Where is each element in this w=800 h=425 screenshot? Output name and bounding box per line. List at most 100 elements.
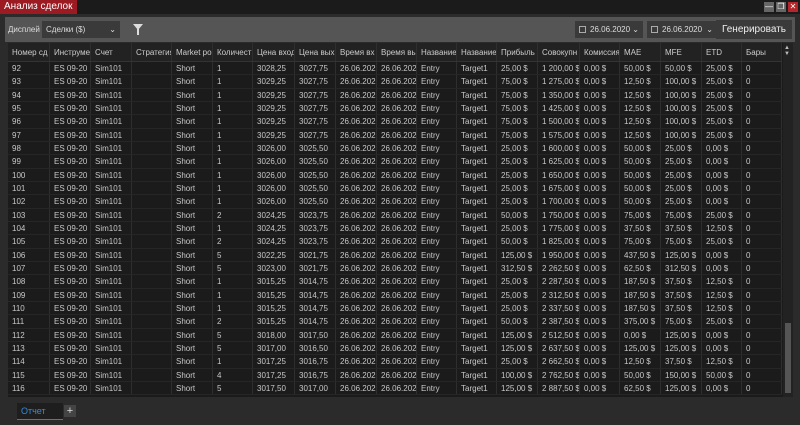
table-row[interactable]: 109 ES 09-20 Sim101 Short 1 3015,25 3014,75 26.… bbox=[8, 288, 782, 302]
column-header[interactable]: Время вх bbox=[336, 43, 377, 61]
generate-button[interactable]: Генерировать bbox=[716, 20, 792, 39]
table-row[interactable]: 94 ES 09-20 Sim101 Short 1 3029,25 3027,75 26.0… bbox=[8, 88, 782, 102]
table-row[interactable]: 116 ES 09-20 Sim101 Short 5 3017,50 3017,00 26.… bbox=[8, 381, 782, 396]
from-date-picker[interactable]: 26.06.2020 ⌄ bbox=[575, 21, 643, 38]
scrollbar-thumb[interactable] bbox=[785, 323, 791, 393]
table-cell: 50,00 $ bbox=[620, 368, 661, 381]
column-header[interactable]: ETD bbox=[702, 43, 742, 61]
tab-report[interactable]: Отчет bbox=[17, 403, 63, 420]
column-header[interactable]: Номер сд bbox=[8, 43, 50, 61]
column-header[interactable]: Время вы bbox=[377, 43, 417, 61]
table-cell: 75,00 $ bbox=[661, 315, 702, 328]
table-cell: 2 887,50 $ bbox=[538, 381, 580, 395]
table-row[interactable]: 112 ES 09-20 Sim101 Short 5 3018,00 3017,50 26.… bbox=[8, 328, 782, 342]
table-row[interactable]: 99 ES 09-20 Sim101 Short 1 3026,00 3025,50 26.0… bbox=[8, 155, 782, 169]
table-cell: Sim101 bbox=[91, 128, 132, 141]
table-cell: Short bbox=[172, 141, 213, 155]
column-header[interactable]: MFE bbox=[661, 43, 702, 61]
column-header[interactable]: Бары bbox=[742, 43, 782, 61]
table-row[interactable]: 98 ES 09-20 Sim101 Short 1 3026,00 3025,50 26.0… bbox=[8, 141, 782, 156]
minimize-button[interactable]: — bbox=[764, 2, 774, 12]
column-header[interactable]: Комиссия bbox=[580, 43, 620, 61]
column-header[interactable]: Название bbox=[457, 43, 497, 61]
table-cell: 0,00 $ bbox=[580, 75, 620, 88]
column-header[interactable]: Счет bbox=[91, 43, 132, 61]
table-cell: 12,50 $ bbox=[620, 115, 661, 128]
table-cell: 26.06.2020 bbox=[336, 368, 377, 381]
table-cell: 1 bbox=[213, 155, 253, 168]
table-cell: 5 bbox=[213, 261, 253, 275]
scroll-arrows-icon[interactable]: ▲ ▼ bbox=[784, 45, 790, 57]
table-row[interactable]: 95 ES 09-20 Sim101 Short 1 3029,25 3027,75 26.0… bbox=[8, 101, 782, 116]
table-row[interactable]: 113 ES 09-20 Sim101 Short 5 3017,00 3016,50 26.… bbox=[8, 341, 782, 356]
column-header[interactable]: Название bbox=[417, 43, 457, 61]
table-row[interactable]: 114 ES 09-20 Sim101 Short 1 3017,25 3016,75 26.… bbox=[8, 355, 782, 369]
table-cell: ES 09-20 bbox=[50, 168, 91, 181]
column-header[interactable]: Market po bbox=[172, 43, 213, 61]
table-row[interactable]: 104 ES 09-20 Sim101 Short 1 3024,25 3023,75 26.… bbox=[8, 221, 782, 236]
table-cell: 1 bbox=[213, 221, 253, 235]
table-cell: Short bbox=[172, 261, 213, 275]
table-cell: 26.06.2020 bbox=[377, 101, 417, 115]
table-row[interactable]: 102 ES 09-20 Sim101 Short 1 3026,00 3025,50 26.… bbox=[8, 195, 782, 209]
filter-icon[interactable] bbox=[133, 24, 143, 35]
display-select[interactable]: Сделки ($) ⌄ bbox=[42, 21, 120, 38]
table-cell: 25,00 $ bbox=[661, 141, 702, 155]
table-row[interactable]: 100 ES 09-20 Sim101 Short 1 3026,00 3025,50 26.… bbox=[8, 168, 782, 182]
table-cell: 75,00 $ bbox=[497, 101, 538, 115]
table-cell: 1 500,00 $ bbox=[538, 115, 580, 128]
table-cell: 25,00 $ bbox=[497, 355, 538, 368]
column-header[interactable]: Инструме bbox=[50, 43, 91, 61]
column-header[interactable]: Стратегия bbox=[132, 43, 172, 61]
table-row[interactable]: 101 ES 09-20 Sim101 Short 1 3026,00 3025,50 26.… bbox=[8, 181, 782, 196]
table-cell: Sim101 bbox=[91, 355, 132, 368]
table-cell: 1 bbox=[213, 75, 253, 88]
table-row[interactable]: 103 ES 09-20 Sim101 Short 2 3024,25 3023,75 26.… bbox=[8, 208, 782, 222]
table-row[interactable]: 97 ES 09-20 Sim101 Short 1 3029,25 3027,75 26.0… bbox=[8, 128, 782, 142]
to-date-picker[interactable]: 26.06.2020 ⌄ bbox=[647, 21, 717, 38]
table-cell: 0 bbox=[742, 328, 782, 341]
table-cell: 50,00 $ bbox=[620, 168, 661, 181]
window-title: Анализ сделок bbox=[0, 0, 77, 14]
table-cell: 125,00 $ bbox=[661, 341, 702, 355]
column-header[interactable]: Совокупн bbox=[538, 43, 580, 61]
column-header[interactable]: Цена вых bbox=[295, 43, 336, 61]
column-header[interactable]: MAE bbox=[620, 43, 661, 61]
vertical-scrollbar[interactable]: ▲ ▼ bbox=[783, 43, 793, 397]
restore-button[interactable]: ❐ bbox=[776, 2, 786, 12]
table-cell: 26.06.2020 bbox=[336, 288, 377, 301]
table-cell: 107 bbox=[8, 261, 50, 275]
table-cell: Entry bbox=[417, 341, 457, 355]
table-cell: 312,50 $ bbox=[661, 261, 702, 275]
table-row[interactable]: 93 ES 09-20 Sim101 Short 1 3029,25 3027,75 26.0… bbox=[8, 75, 782, 89]
table-row[interactable]: 92 ES 09-20 Sim101 Short 1 3028,25 3027,75 26.0… bbox=[8, 62, 782, 76]
table-row[interactable]: 96 ES 09-20 Sim101 Short 1 3029,25 3027,75 26.0… bbox=[8, 115, 782, 129]
table-cell: Sim101 bbox=[91, 221, 132, 235]
table-cell: 26.06.2020 bbox=[336, 168, 377, 181]
table-cell: 0,00 $ bbox=[620, 328, 661, 341]
column-header[interactable]: Прибыль bbox=[497, 43, 538, 61]
column-header[interactable]: Цена вход bbox=[253, 43, 295, 61]
table-row[interactable]: 115 ES 09-20 Sim101 Short 4 3017,25 3016,75 26.… bbox=[8, 368, 782, 382]
table-row[interactable]: 108 ES 09-20 Sim101 Short 1 3015,25 3014,75 26.… bbox=[8, 275, 782, 289]
table-cell: Short bbox=[172, 208, 213, 221]
table-row[interactable]: 111 ES 09-20 Sim101 Short 2 3015,25 3014,75 26.… bbox=[8, 315, 782, 329]
table-cell: 25,00 $ bbox=[702, 208, 742, 221]
table-cell: 3021,75 bbox=[295, 248, 336, 261]
table-row[interactable]: 107 ES 09-20 Sim101 Short 5 3023,00 3021,75 26.… bbox=[8, 261, 782, 276]
table-cell: Target1 bbox=[457, 261, 497, 275]
table-row[interactable]: 110 ES 09-20 Sim101 Short 1 3015,25 3014,75 26.… bbox=[8, 301, 782, 316]
close-button[interactable]: ✕ bbox=[788, 2, 798, 12]
table-cell: Sim101 bbox=[91, 301, 132, 315]
table-cell: 3026,00 bbox=[253, 155, 295, 168]
table-cell: 1 200,00 $ bbox=[538, 62, 580, 75]
table-cell: 26.06.2020 bbox=[336, 341, 377, 355]
table-row[interactable]: 105 ES 09-20 Sim101 Short 2 3024,25 3023,75 26.… bbox=[8, 235, 782, 249]
table-cell: ES 09-20 bbox=[50, 381, 91, 395]
table-row[interactable]: 106 ES 09-20 Sim101 Short 5 3022,25 3021,75 26.… bbox=[8, 248, 782, 262]
column-header[interactable]: Количест bbox=[213, 43, 253, 61]
add-tab-button[interactable]: + bbox=[64, 405, 76, 417]
table-cell: 3025,50 bbox=[295, 195, 336, 208]
table-cell: 187,50 $ bbox=[620, 301, 661, 315]
table-cell: Entry bbox=[417, 101, 457, 115]
